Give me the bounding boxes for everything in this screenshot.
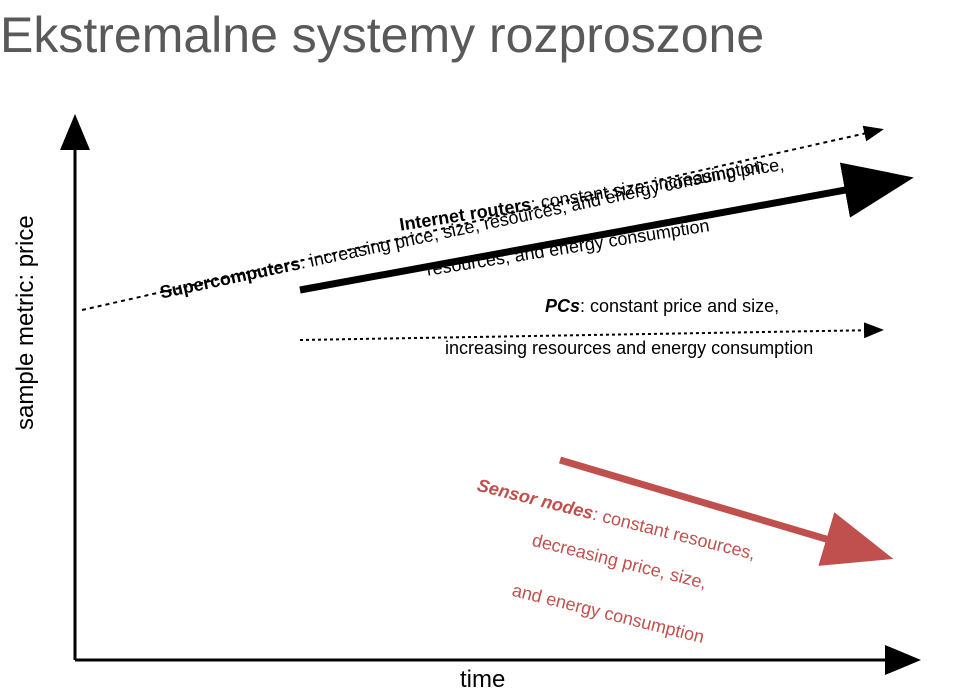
x-axis-label: time [460,666,505,694]
slide: Ekstremalne systemy rozproszone sample m… [0,0,960,698]
pcs-label-2: increasing resources and energy consumpt… [445,338,813,359]
y-axis-label: sample metric: price [12,215,40,430]
pcs-label-1: PCs: constant price and size, [545,296,779,317]
